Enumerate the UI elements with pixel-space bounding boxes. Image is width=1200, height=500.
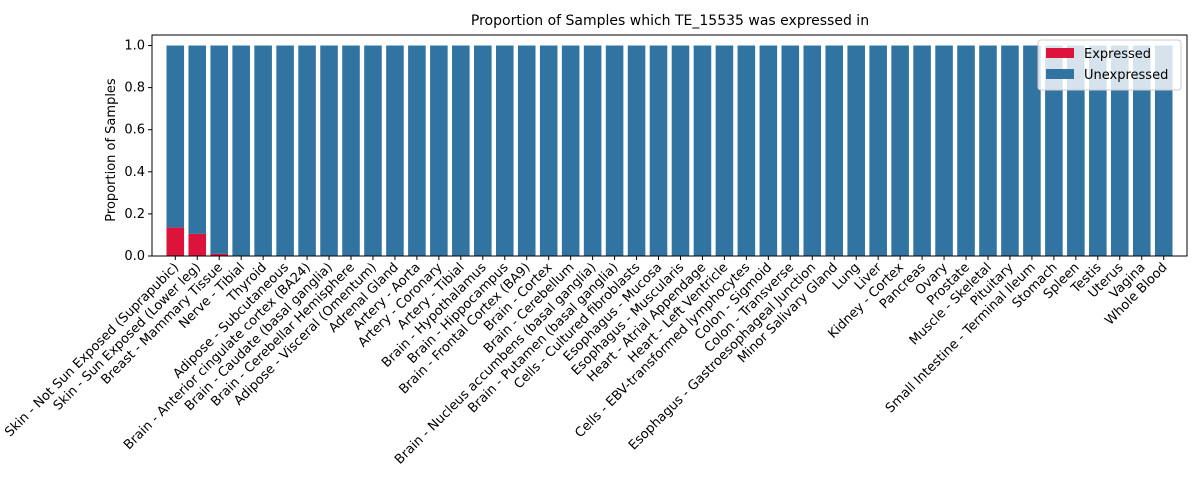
- bar-unexpressed: [649, 45, 668, 256]
- bar-unexpressed: [188, 45, 207, 234]
- y-axis-label: Proportion of Samples: [104, 78, 119, 222]
- legend-swatch-expressed: [1046, 48, 1074, 58]
- bar-unexpressed: [364, 45, 382, 256]
- bar-unexpressed: [825, 45, 844, 256]
- y-tick-label: 0.4: [124, 165, 145, 180]
- bar-unexpressed: [869, 45, 887, 256]
- bar-unexpressed: [847, 45, 865, 256]
- bar-unexpressed: [1154, 45, 1173, 256]
- bar-unexpressed: [1045, 45, 1063, 256]
- bars-group: [166, 45, 1173, 256]
- bar-unexpressed: [386, 45, 404, 256]
- bar-unexpressed: [1001, 45, 1019, 256]
- bar-unexpressed: [693, 45, 712, 256]
- bar-unexpressed: [474, 45, 492, 256]
- legend-label-expressed: Expressed: [1084, 47, 1151, 62]
- bar-unexpressed: [957, 45, 975, 256]
- legend-label-unexpressed: Unexpressed: [1084, 68, 1168, 83]
- bar-expressed: [166, 227, 185, 256]
- bar-unexpressed: [210, 45, 228, 254]
- bar-unexpressed: [408, 45, 426, 256]
- bar-unexpressed: [627, 45, 646, 256]
- y-tick-label: 1.0: [124, 39, 145, 54]
- bar-unexpressed: [671, 45, 690, 256]
- legend: Expressed Unexpressed: [1037, 39, 1182, 91]
- bar-unexpressed: [605, 45, 624, 256]
- bar-unexpressed: [781, 45, 800, 256]
- bar-unexpressed: [583, 45, 602, 256]
- bar-unexpressed: [430, 45, 448, 256]
- bar-unexpressed: [254, 45, 272, 256]
- bar-unexpressed: [759, 45, 778, 256]
- bar-unexpressed: [342, 45, 360, 256]
- y-tick-label: 0.8: [124, 81, 145, 96]
- bar-unexpressed: [495, 45, 514, 256]
- plot-frame: [151, 34, 1188, 257]
- bar-unexpressed: [803, 45, 822, 256]
- bar-unexpressed: [298, 45, 316, 256]
- bar-unexpressed: [561, 45, 580, 256]
- bar-unexpressed: [517, 45, 536, 256]
- bar-expressed: [210, 253, 228, 256]
- bar-unexpressed: [715, 45, 734, 256]
- y-tick-label: 0.0: [124, 249, 145, 264]
- legend-swatch-unexpressed: [1046, 69, 1074, 79]
- bar-expressed: [188, 233, 207, 256]
- bar-unexpressed: [1023, 45, 1041, 256]
- bar-unexpressed: [737, 45, 756, 256]
- y-axis-ticks: 0.0 0.2 0.4 0.6 0.8 1.0: [124, 39, 152, 264]
- x-axis-ticks: Skin - Not Sun Exposed (Suprapubic)Skin …: [2, 256, 1171, 468]
- bar-unexpressed: [276, 45, 294, 256]
- bar-unexpressed: [1089, 45, 1107, 256]
- bar-unexpressed: [452, 45, 470, 256]
- bar-unexpressed: [1111, 45, 1129, 256]
- y-tick-label: 0.6: [124, 123, 145, 138]
- bar-unexpressed: [913, 45, 931, 256]
- bar-unexpressed: [232, 45, 250, 256]
- bar-unexpressed: [1132, 45, 1151, 256]
- bar-unexpressed: [1067, 45, 1085, 256]
- chart-title: Proportion of Samples which TE_15535 was…: [471, 13, 869, 29]
- bar-unexpressed: [979, 45, 997, 256]
- y-tick-label: 0.2: [124, 207, 145, 222]
- bar-unexpressed: [891, 45, 909, 256]
- bar-unexpressed: [935, 45, 953, 256]
- bar-unexpressed: [539, 45, 558, 256]
- bar-unexpressed: [166, 45, 185, 228]
- bar-unexpressed: [320, 45, 338, 256]
